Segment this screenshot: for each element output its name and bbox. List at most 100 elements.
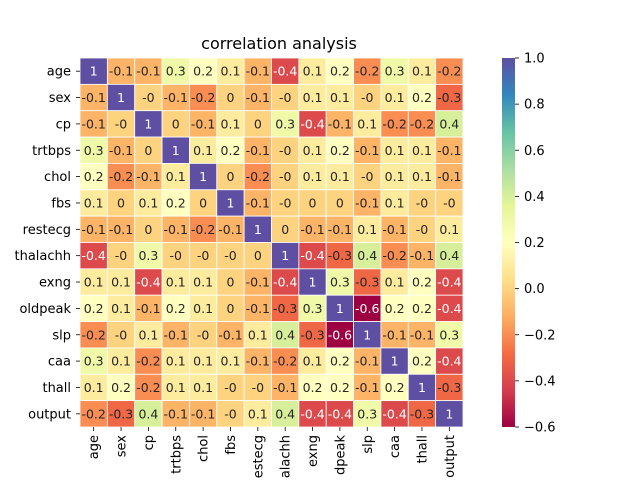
cell-value-label: -0 (170, 248, 183, 263)
heatmap-cell-trtbps-restecg (243, 136, 272, 164)
colorbar-tick-label: 0.0 (524, 282, 545, 297)
heatmap-cell-oldpeak-age (79, 294, 108, 322)
heatmap-cell-thalachh-caa (380, 242, 409, 270)
cell-value-label: 0.4 (275, 406, 295, 421)
cell-value-label: 1 (254, 222, 262, 237)
y-axis-ticks: age sex cp trtbps chol fbs restecg thalachh exng… (14, 65, 80, 422)
cell-value-label: 0.1 (111, 301, 131, 316)
cell-value-label: -0.4 (437, 354, 461, 369)
heatmap-cell-trtbps-trtbps (161, 136, 190, 164)
heatmap-cell-fbs-trtbps (161, 189, 190, 217)
heatmap-cell-thall-oldpeak (325, 373, 354, 402)
heatmap-cell-thalachh-output (435, 242, 464, 270)
heatmap-cell-slp-exng (298, 321, 327, 349)
cell-value-label: 0.1 (357, 222, 377, 237)
cell-value-label: 1 (90, 64, 98, 79)
colorbar-tick-label: 0.4 (524, 190, 545, 205)
y-tick-label-exng: exng (39, 276, 71, 291)
cell-value-label: 0.2 (221, 143, 241, 158)
heatmap-cell-fbs-cp (134, 189, 163, 217)
cell-value-label: -0.1 (191, 406, 215, 421)
heatmap-cell-restecg-cp (134, 215, 163, 243)
cell-value-label: -0 (142, 90, 155, 105)
heatmap-cell-caa-cp (134, 347, 163, 375)
chart-title: correlation analysis (201, 34, 357, 53)
heatmap-cell-chol-slp (353, 163, 382, 191)
cell-value-label: 0.1 (412, 64, 432, 79)
cell-value-label: 0.1 (221, 64, 241, 79)
heatmap-cell-fbs-chol (189, 189, 218, 217)
x-tick-label-trtbps: trtbps (169, 435, 184, 474)
cell-value-label: 0.2 (330, 64, 350, 79)
cell-value-label: 0.2 (330, 143, 350, 158)
heatmap-cell-fbs-slp (353, 189, 382, 217)
cell-value-label: -0 (279, 90, 292, 105)
cell-value-label: -0 (224, 380, 237, 395)
heatmap-cell-fbs-output (435, 189, 464, 217)
cell-value-label: 0.3 (275, 116, 295, 131)
cell-value-label: 0.3 (303, 301, 323, 316)
heatmap-cell-thalachh-restecg (243, 242, 272, 270)
cell-value-label: 0.2 (330, 354, 350, 369)
cell-value-label: -0.2 (81, 406, 105, 421)
heatmap-cell-age-thalachh (271, 57, 300, 85)
cell-value-label: -0.1 (246, 275, 270, 290)
heatmap-cell-trtbps-thalachh (271, 136, 300, 164)
heatmap-cell-chol-thall (407, 163, 437, 191)
cell-value-label: 0 (226, 275, 234, 290)
cell-value-label: -0.3 (328, 248, 352, 263)
heatmap-cell-oldpeak-chol (189, 294, 218, 322)
x-tick-label-oldpeak: dpeak (333, 435, 348, 475)
cell-value-label: -0.2 (136, 354, 160, 369)
cell-value-label: -0.1 (164, 90, 188, 105)
cell-value-label: 0.1 (412, 143, 432, 158)
y-tick-label-output: output (28, 407, 71, 422)
cell-value-label: 0.1 (385, 275, 405, 290)
cell-value-label: -0.4 (382, 406, 406, 421)
cell-value-label: 0.1 (439, 222, 459, 237)
heatmap-cell-thalachh-age (79, 242, 108, 270)
cell-value-label: -0.1 (218, 327, 242, 342)
heatmap-cell-oldpeak-fbs (216, 294, 245, 322)
cell-value-label: -0 (197, 248, 210, 263)
heatmap-cell-sex-thalachh (271, 83, 300, 112)
cell-value-label: 0.1 (303, 143, 323, 158)
cell-value-label: -0.1 (81, 222, 105, 237)
cell-value-label: 1 (391, 354, 399, 369)
heatmap-cell-output-slp (353, 400, 382, 428)
cell-value-label: 0.3 (357, 406, 377, 421)
cell-value-label: 0.1 (221, 354, 241, 369)
heatmap-cell-restecg-restecg (243, 215, 272, 243)
cell-value-label: 0.1 (193, 143, 213, 158)
cell-value-label: 0.3 (166, 64, 186, 79)
x-tick-label-thalachh: alachh (279, 435, 294, 478)
cell-value-label: -0.4 (300, 406, 324, 421)
cell-value-label: 0.1 (111, 354, 131, 369)
cell-value-label: 0.1 (303, 169, 323, 184)
heatmap-cell-thall-chol (189, 373, 218, 402)
heatmap-cell-caa-caa (380, 347, 409, 375)
colorbar (502, 58, 515, 427)
cell-value-label: -0.1 (246, 64, 270, 79)
cell-value-label: 0.3 (138, 248, 158, 263)
cell-value-label: -0 (197, 327, 210, 342)
cell-value-label: 1 (336, 301, 344, 316)
cell-value-label: -0.1 (164, 406, 188, 421)
colorbar-ticks: −0.6 −0.4 −0.2 0.0 0.2 0.4 0.6 0.8 1.0 (515, 52, 556, 436)
heatmap-cell-slp-slp (353, 321, 382, 349)
cell-value-label: -0 (115, 327, 128, 342)
y-tick-label-sex: sex (49, 91, 72, 106)
cell-value-label: -0.2 (382, 248, 406, 263)
cell-value-label: -0.1 (410, 327, 434, 342)
heatmap-cell-fbs-sex (106, 189, 136, 217)
cell-value-label: -0.1 (300, 222, 324, 237)
heatmap-cell-oldpeak-caa (380, 294, 409, 322)
heatmap-cell-chol-thalachh (271, 163, 300, 191)
heatmap-cell-output-exng (298, 400, 327, 428)
cell-value-label: -0.2 (437, 64, 461, 79)
cell-value-label: -0.1 (246, 301, 270, 316)
cell-value-label: -0.3 (437, 90, 461, 105)
heatmap-cell-chol-output (435, 163, 464, 191)
heatmap-cell-output-restecg (243, 400, 272, 428)
